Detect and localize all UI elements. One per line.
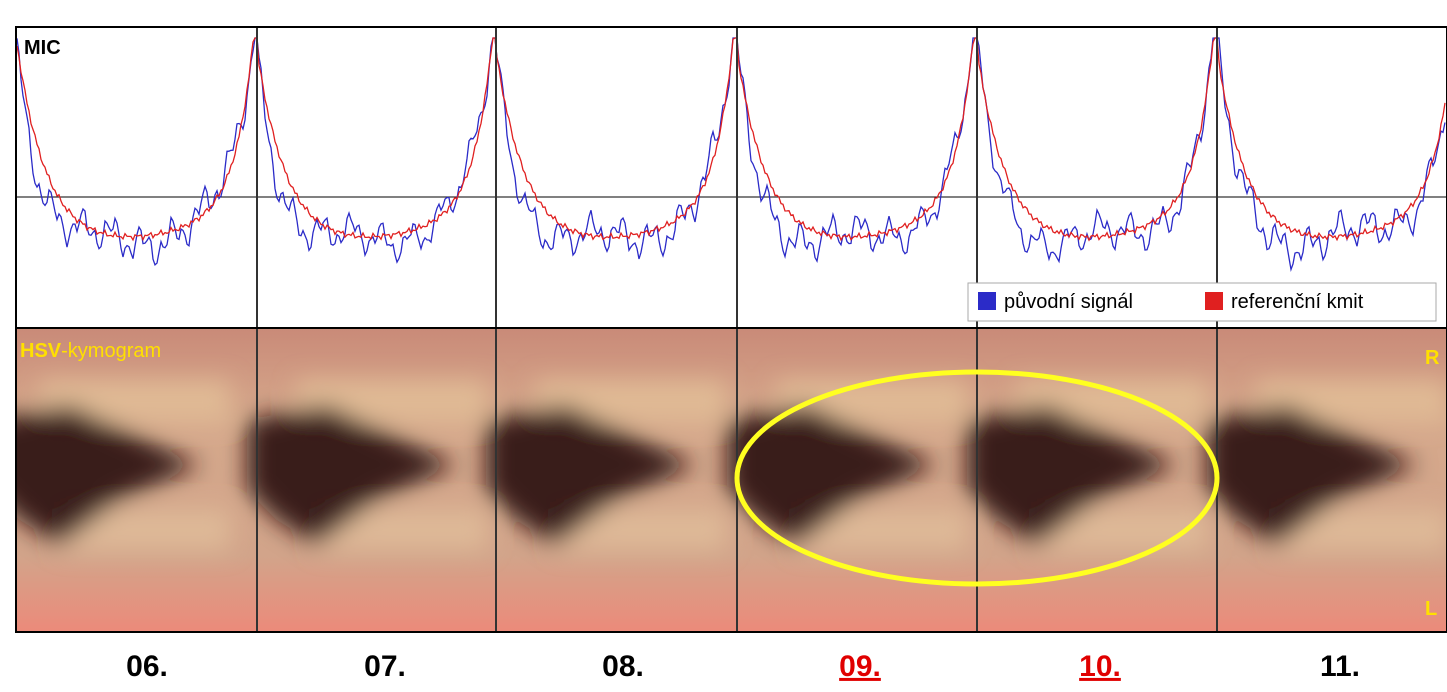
period-label: 07. bbox=[364, 650, 406, 683]
frame bbox=[15, 26, 1447, 633]
glottis-dark bbox=[967, 405, 1177, 545]
legend-label: referenční kmit bbox=[1231, 291, 1364, 313]
legend-swatch bbox=[978, 292, 996, 310]
period-label: 10. bbox=[1079, 650, 1121, 683]
period-label: 11. bbox=[1320, 650, 1360, 683]
side-label: L bbox=[1425, 598, 1437, 620]
highlight-ellipse bbox=[734, 369, 1220, 587]
kymogram-blobs bbox=[16, 380, 1447, 550]
dividers bbox=[256, 27, 1218, 632]
legend-swatch bbox=[1205, 292, 1223, 310]
period-labels: 06. 07. 08. 09. 10. 11. bbox=[126, 650, 1360, 683]
glottis-dark bbox=[727, 405, 937, 545]
kymogram-label-rest: -kymogram bbox=[61, 340, 161, 362]
glottis-dark bbox=[247, 405, 457, 545]
mic-label: MIC bbox=[24, 37, 61, 59]
legend-label: původní signál bbox=[1004, 291, 1133, 313]
period-label: 08. bbox=[602, 650, 644, 683]
legend-box bbox=[967, 282, 1437, 322]
glottis-dark bbox=[1207, 405, 1417, 545]
glottis-dark bbox=[16, 405, 200, 545]
glottis-dark bbox=[486, 405, 696, 545]
kymogram-label-bold: HSV bbox=[20, 340, 62, 362]
waveforms bbox=[16, 37, 1446, 273]
reference-cycle bbox=[16, 37, 1446, 242]
legend: původní signál referenční kmit bbox=[967, 282, 1437, 322]
side-label: R bbox=[1425, 347, 1440, 369]
period-label: 09. bbox=[839, 650, 881, 683]
kymogram-label: HSV-kymogram bbox=[20, 340, 161, 362]
period-label: 06. bbox=[126, 650, 168, 683]
